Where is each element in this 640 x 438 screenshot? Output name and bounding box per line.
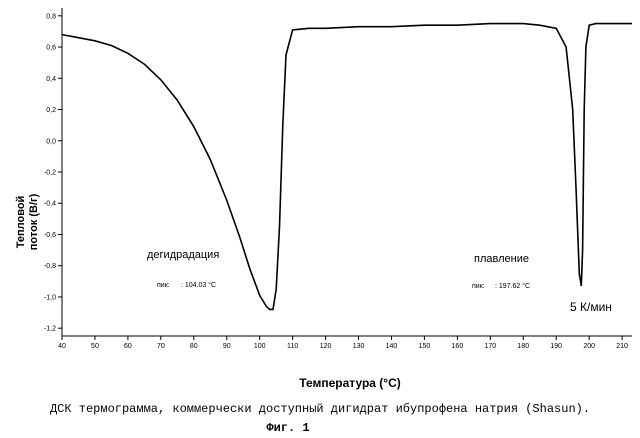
x-tick-label: 130 (353, 343, 365, 350)
x-tick-label: 40 (58, 343, 66, 350)
annotation-peak1-value: : 104.03 °C (181, 281, 216, 289)
y-tick-label: 0,2 (46, 107, 56, 114)
x-tick-label: 150 (419, 343, 431, 350)
x-tick-label: 80 (190, 343, 198, 350)
x-tick-label: 100 (254, 343, 266, 350)
annotation-peak1-prefix: пик: (157, 282, 170, 289)
y-tick-label: -1,2 (44, 326, 56, 333)
y-tick-label: -0,8 (44, 263, 56, 270)
y-axis-title-line2: поток (В/г) (28, 193, 40, 250)
annotation-melting: плавление (474, 253, 529, 265)
x-tick-label: 60 (124, 343, 132, 350)
y-tick-label: 0,0 (46, 138, 56, 145)
y-axis-title: Тепловой поток (В/г) (15, 193, 40, 250)
x-tick-label: 50 (91, 343, 99, 350)
x-tick-label: 210 (616, 343, 628, 350)
y-tick-label: 0,6 (46, 45, 56, 52)
y-axis-title-line1: Тепловой (15, 196, 27, 249)
x-tick-label: 90 (223, 343, 231, 350)
chart-frame (62, 8, 632, 336)
x-axis-title: Температура (°C) (0, 376, 640, 390)
annotation-peak2-prefix: пик: (472, 283, 485, 290)
y-tick-label: -1,0 (44, 294, 56, 301)
y-tick-label: -0,2 (44, 170, 56, 177)
figure-caption: ДСК термограмма, коммерчески доступный д… (0, 402, 640, 416)
y-tick-label: -0,6 (44, 232, 56, 239)
dsc-chart: 0,80,60,40,20,0-0,2-0,4-0,6-0,8-1,0-1,2 … (0, 0, 640, 400)
x-tick-group: 40 50 60 70 80 90 100 110 120 130 140 150 160 170 180 1… (58, 336, 628, 350)
x-tick-label: 200 (583, 343, 595, 350)
heat-flow-curve (62, 24, 632, 310)
annotation-dehydration: дегидрадация (147, 249, 219, 261)
x-tick-label: 190 (550, 343, 562, 350)
x-tick-label: 160 (452, 343, 464, 350)
y-tick-label: 0,4 (46, 76, 56, 83)
x-tick-label: 140 (386, 343, 398, 350)
figure-number: Фиг. 1 (0, 421, 608, 435)
annotation-heating-rate: 5 К/мин (570, 300, 612, 314)
x-tick-label: 180 (517, 343, 529, 350)
x-tick-label: 110 (287, 343, 298, 350)
y-tick-label: 0,8 (46, 13, 56, 20)
x-tick-label: 120 (320, 343, 332, 350)
y-tick-group: 0,8 0,6 0,4 0,2 0,0 -0,2 -0,4 -0,6 -0,8 -1,0 -1,2 (44, 13, 62, 332)
x-tick-label: 70 (157, 343, 165, 350)
x-tick-label: 170 (484, 343, 496, 350)
y-tick-label: -0,4 (44, 201, 56, 208)
annotation-peak2-value: : 197.62 °C (495, 282, 530, 290)
